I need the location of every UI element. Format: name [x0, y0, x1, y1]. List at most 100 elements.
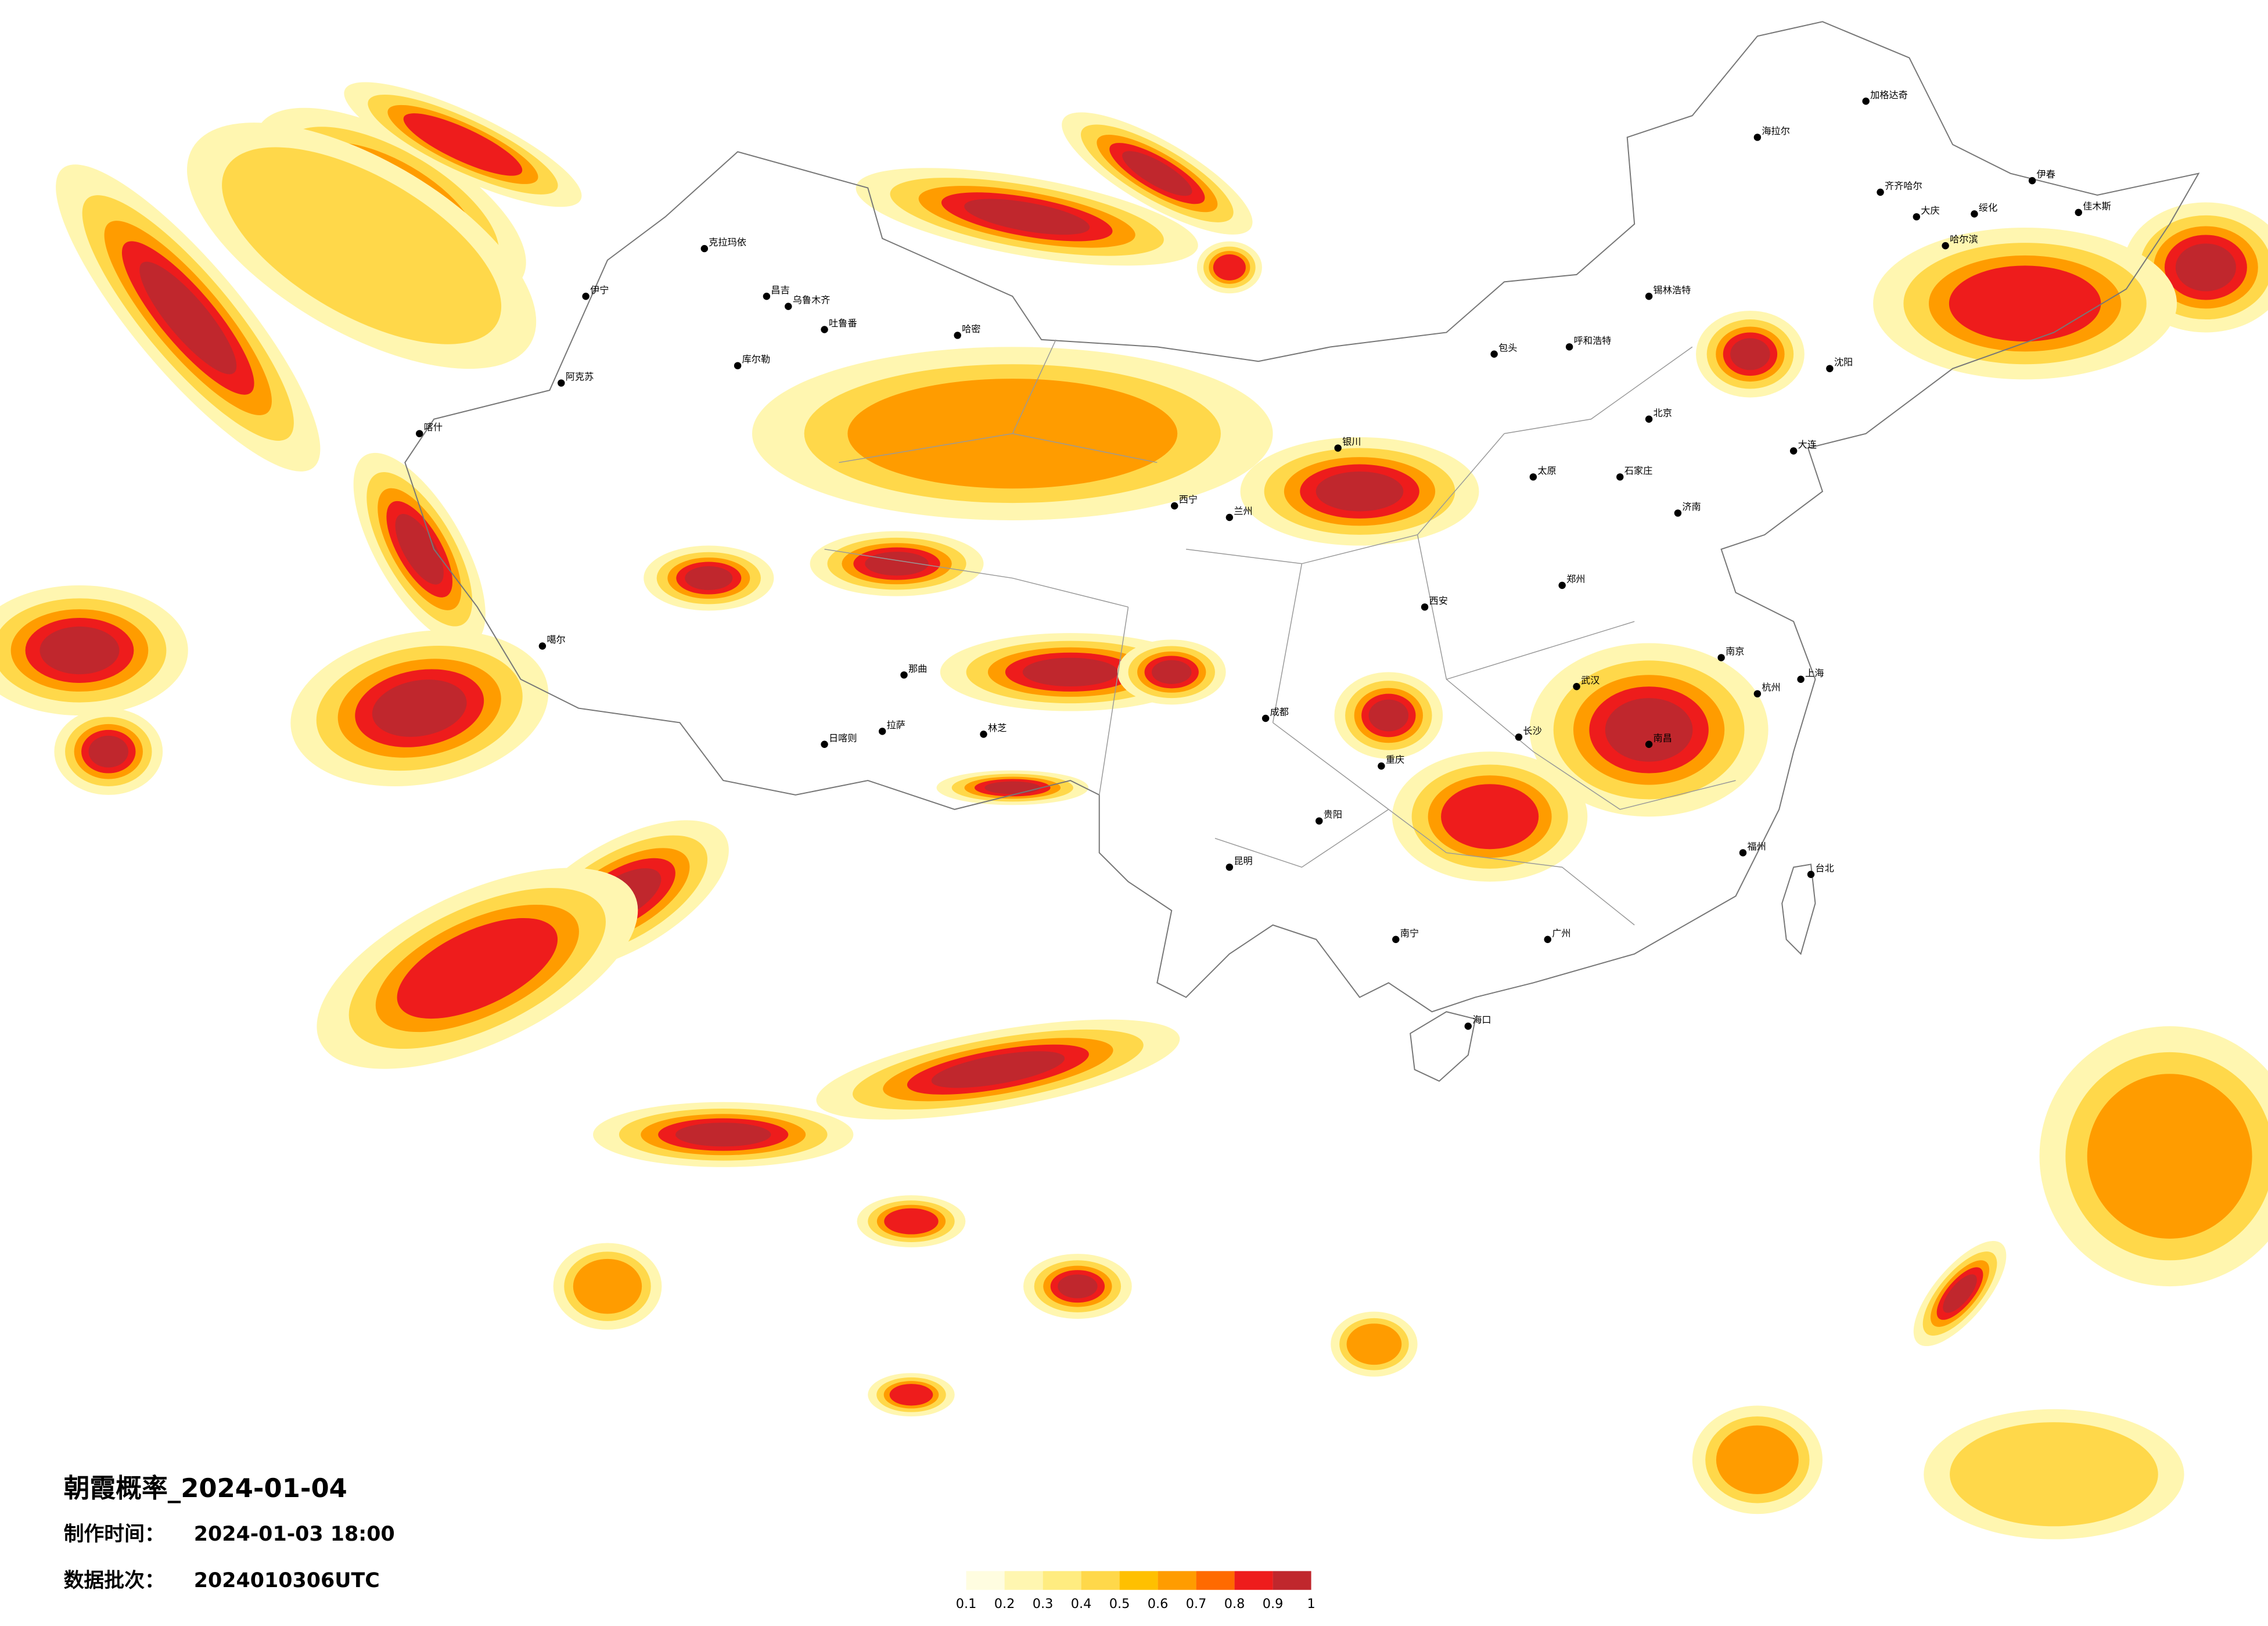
heat-blob — [88, 735, 129, 768]
batch-label: 数据批次： — [64, 1569, 165, 1592]
city-label: 西宁 — [1179, 494, 1198, 505]
heat-blob — [884, 1208, 939, 1235]
heat-blob — [1213, 254, 1246, 280]
city-label: 那曲 — [908, 663, 927, 674]
taiwan — [1781, 864, 1816, 955]
heat-blob — [139, 261, 237, 375]
heat-blob — [1716, 1425, 1799, 1494]
city-label: 沈阳 — [1834, 357, 1853, 368]
legend-swatch — [1196, 1571, 1235, 1590]
city-label: 伊春 — [2037, 169, 2055, 180]
province-lines — [824, 339, 1736, 926]
heat-blob — [222, 147, 502, 344]
heat-blob — [1950, 1422, 2158, 1527]
city-label: 南京 — [1726, 646, 1744, 657]
city-label: 济南 — [1682, 501, 1701, 512]
city-label: 武汉 — [1581, 675, 1600, 686]
city-label: 哈尔滨 — [1950, 234, 1978, 245]
city-label: 西安 — [1429, 595, 1448, 606]
city-dot — [558, 379, 565, 387]
city-dot — [821, 326, 828, 333]
heat-blob — [1346, 1323, 1402, 1365]
city-dot — [1739, 849, 1747, 857]
title: 朝霞概率_2024-01-04 — [64, 1473, 347, 1503]
city-dot — [1225, 864, 1234, 871]
city-label: 乌鲁木齐 — [793, 294, 831, 305]
heat-blob — [1368, 699, 1409, 732]
city-label: 齐齐哈尔 — [1885, 181, 1922, 192]
heat-blob — [1605, 698, 1693, 762]
city-dot — [2028, 177, 2036, 185]
city-dot — [1674, 509, 1682, 517]
legend-tick: 0.7 — [1186, 1596, 1207, 1611]
city-dot — [1334, 444, 1342, 452]
city-label: 海口 — [1472, 1015, 1491, 1026]
heat-blob — [2175, 243, 2236, 292]
city-dot — [582, 293, 590, 300]
city-dot — [763, 293, 771, 300]
heat-blob — [1022, 657, 1119, 686]
made-time: 2024-01-03 18:00 — [194, 1523, 395, 1546]
city-dot — [734, 362, 742, 369]
heat-blob — [1441, 784, 1539, 850]
city-dot — [1544, 936, 1551, 943]
city-dot — [878, 728, 886, 735]
legend-tick: 0.5 — [1109, 1596, 1130, 1611]
city-dot — [954, 332, 961, 339]
city-label: 吐鲁番 — [829, 318, 857, 329]
city-label: 林芝 — [988, 722, 1007, 733]
city-dot — [1645, 740, 1653, 748]
heat-blob — [395, 513, 444, 585]
heat-blob — [1949, 265, 2101, 341]
city-dot — [1807, 870, 1815, 878]
heat-blob — [964, 199, 1090, 235]
city-dot — [1378, 762, 1385, 770]
city-dot — [1392, 936, 1400, 943]
city-dot — [1645, 415, 1653, 423]
city-label: 库尔勒 — [742, 354, 771, 365]
heat-blob — [931, 1051, 1065, 1088]
city-dot — [1826, 365, 1834, 372]
heat-blob — [1730, 338, 1770, 370]
city-label: 重庆 — [1386, 754, 1404, 765]
city-dot — [821, 740, 828, 748]
city-label: 哈密 — [962, 323, 980, 334]
city-label: 昆明 — [1234, 855, 1252, 866]
city-label: 海拉尔 — [1762, 125, 1790, 136]
legend-tick: 0.6 — [1148, 1596, 1169, 1611]
city-dot — [1558, 581, 1566, 589]
heat-blob — [573, 1258, 642, 1314]
city-dot — [1645, 293, 1653, 300]
city-dot — [1565, 343, 1573, 351]
city-label: 福州 — [1747, 841, 1766, 852]
city-label: 银川 — [1342, 436, 1361, 447]
heat-blob — [403, 113, 523, 176]
heat-blob — [1058, 1274, 1098, 1298]
city-label: 北京 — [1654, 407, 1672, 418]
legend-tick: 0.1 — [956, 1596, 977, 1611]
city-dot — [1529, 473, 1537, 481]
hainan — [1410, 1011, 1476, 1082]
heat-blob — [889, 1384, 933, 1406]
city-dot — [1942, 242, 1949, 250]
probability-field — [0, 82, 2268, 1539]
city-label: 南昌 — [1654, 732, 1672, 743]
city-label: 大连 — [1798, 439, 1817, 450]
legend-tick: 0.9 — [1263, 1596, 1284, 1611]
heat-blob — [372, 679, 467, 737]
city-dot — [1797, 675, 1805, 683]
city-label: 成都 — [1270, 707, 1289, 718]
city-label: 克拉玛依 — [709, 237, 746, 248]
city-label: 广州 — [1552, 927, 1570, 938]
city-dot — [1225, 513, 1234, 521]
city-label: 南宁 — [1400, 927, 1419, 938]
city-dot — [1573, 683, 1580, 690]
city-label: 阿克苏 — [566, 371, 594, 382]
city-dot — [2075, 208, 2082, 217]
city-dot — [1515, 733, 1523, 741]
heat-blob — [1315, 472, 1404, 512]
city-label: 太原 — [1537, 465, 1556, 476]
city-dot — [980, 731, 987, 738]
